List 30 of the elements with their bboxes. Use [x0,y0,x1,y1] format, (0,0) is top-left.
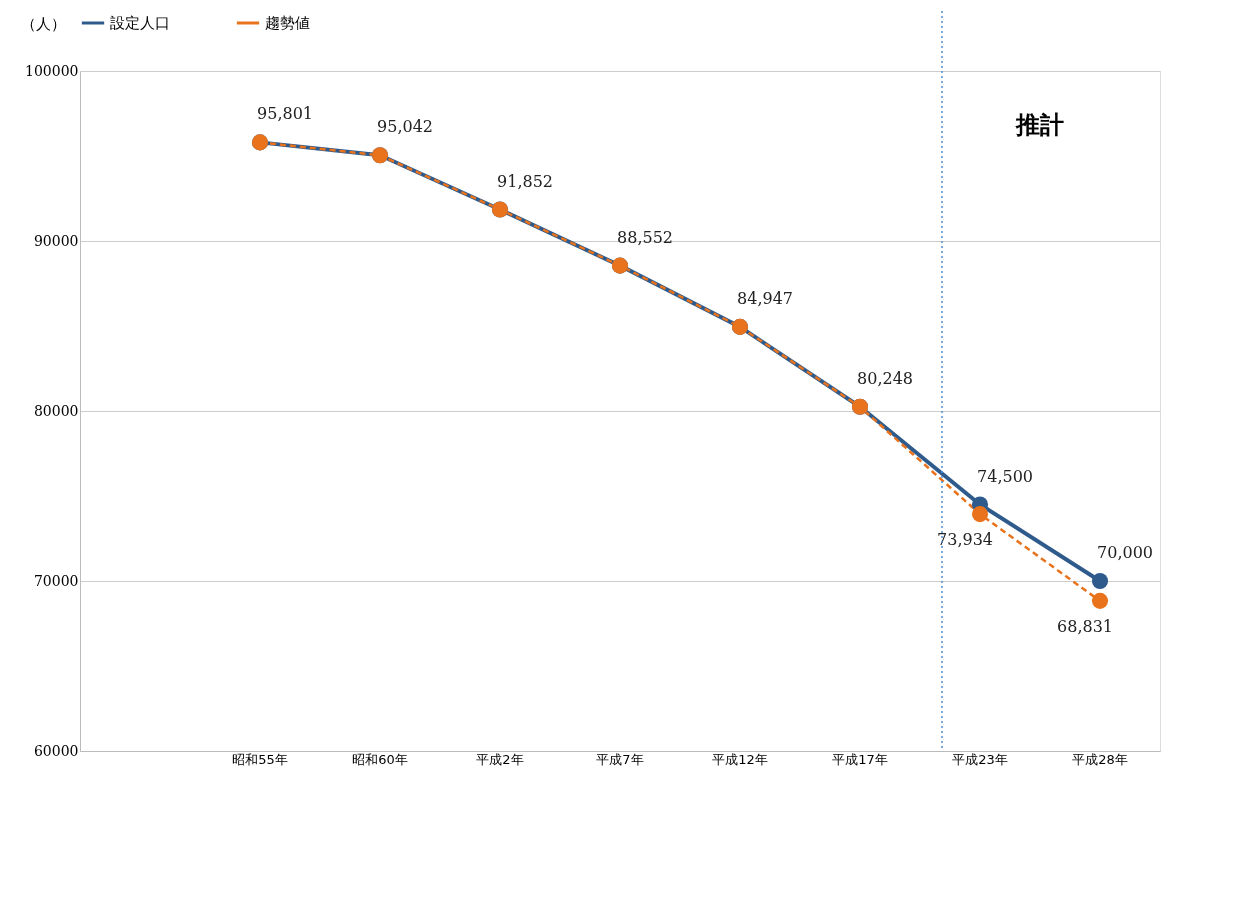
data-label: 91,852 [497,171,553,191]
x-tick-label: 平成23年 [952,751,1008,767]
y-tick-label: 100000 [25,62,79,79]
data-label: 95,801 [257,104,313,124]
x-tick-label: 昭和60年 [352,751,408,767]
point [1091,592,1109,609]
data-label: 74,500 [977,466,1033,486]
y-axis-title: （人） [20,14,66,33]
point [971,506,989,523]
y-tick-label: 60000 [33,742,79,759]
point [1091,572,1109,590]
x-tick-label: 平成28年 [1072,751,1128,767]
data-label: 84,947 [737,288,793,308]
x-tick-label: 昭和55年 [232,751,288,767]
x-tick-label: 平成12年 [712,751,768,767]
data-label: 70,000 [1097,543,1153,562]
data-label: 68,831 [1057,616,1113,636]
legend-label: 設定人口 [110,14,170,32]
data-label: 88,552 [617,227,673,247]
x-tick-label: 平成7年 [596,751,644,767]
y-tick-label: 70000 [33,572,79,589]
y-tick-label: 80000 [33,402,79,419]
data-label: 95,042 [377,117,433,137]
data-label: 73,934 [937,530,993,550]
annotation: 推計 [1015,111,1064,139]
x-tick-label: 平成2年 [476,751,524,767]
legend-label: 趨勢値 [265,14,310,32]
data-label: 80,248 [857,368,913,388]
x-tick-label: 平成17年 [832,751,888,767]
y-tick-label: 90000 [33,232,79,249]
